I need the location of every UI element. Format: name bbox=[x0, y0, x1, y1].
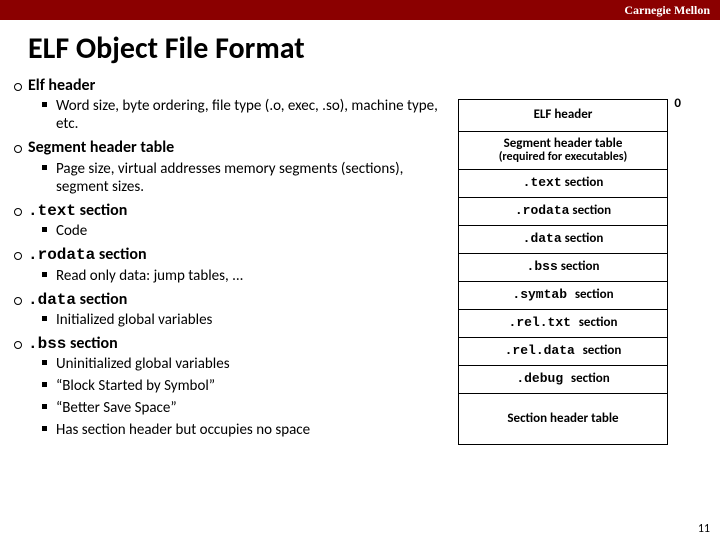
diagram-row: .rel.data section bbox=[459, 338, 667, 366]
diagram-column: 0 ELF header Segment header table(require… bbox=[458, 73, 688, 543]
diagram-row: Section header table bbox=[459, 394, 667, 444]
mono-text: .data bbox=[523, 231, 562, 246]
bullet-l1: .text section bbox=[28, 198, 450, 220]
mono-text: .rel.txt bbox=[509, 315, 579, 330]
mono-text: .bss bbox=[527, 259, 558, 274]
bullet-l2: Code bbox=[28, 220, 450, 242]
diagram-row: .data section bbox=[459, 226, 667, 254]
elf-layout-diagram: 0 ELF headerSegment header table(require… bbox=[458, 99, 668, 445]
mono-text: .data bbox=[28, 291, 76, 309]
bullet-l2: Initialized global variables bbox=[28, 309, 450, 331]
bullet-l2: Uninitialized global variables bbox=[28, 353, 450, 375]
bullet-l1: Segment header table bbox=[28, 135, 450, 157]
university-label: Carnegie Mellon bbox=[624, 3, 710, 18]
bullet-l1: .data section bbox=[28, 287, 450, 309]
diagram-row-sub: (required for executables) bbox=[499, 151, 628, 164]
bullet-l1: Elf header bbox=[28, 73, 450, 95]
diagram-row: .bss section bbox=[459, 254, 667, 282]
mono-text: .text bbox=[28, 202, 76, 220]
diagram-row: .text section bbox=[459, 170, 667, 198]
bullet-l1: .rodata section bbox=[28, 242, 450, 264]
diagram-row: .symtab section bbox=[459, 282, 667, 310]
bullet-l2: Read only data: jump tables, ... bbox=[28, 265, 450, 287]
diagram-row-text: Section header table bbox=[507, 412, 618, 426]
bullet-l1: .bss section bbox=[28, 331, 450, 353]
slide-title: ELF Object File Format bbox=[0, 20, 720, 73]
diagram-row: ELF header bbox=[459, 100, 667, 132]
diagram-row: Segment header table(required for execut… bbox=[459, 132, 667, 170]
bullet-l2: Word size, byte ordering, file type (.o,… bbox=[28, 95, 450, 135]
mono-text: .symtab bbox=[512, 287, 574, 302]
bullet-l2: “Block Started by Symbol” bbox=[28, 375, 450, 397]
diagram-row: .debug section bbox=[459, 366, 667, 394]
mono-text: .rodata bbox=[28, 246, 95, 264]
bullet-column: Elf headerWord size, byte ordering, file… bbox=[28, 73, 458, 543]
content-area: Elf headerWord size, byte ordering, file… bbox=[0, 73, 720, 543]
mono-text: .text bbox=[523, 175, 562, 190]
mono-text: .rodata bbox=[515, 203, 570, 218]
bullet-l2: “Better Save Space” bbox=[28, 397, 450, 419]
mono-text: .bss bbox=[28, 335, 66, 353]
bullet-list: Elf headerWord size, byte ordering, file… bbox=[28, 73, 450, 441]
diagram-row: .rel.txt section bbox=[459, 310, 667, 338]
diagram-row-text: Segment header table bbox=[504, 137, 623, 151]
mono-text: .debug bbox=[516, 371, 571, 386]
diagram-row: .rodata section bbox=[459, 198, 667, 226]
bullet-l2: Has section header but occupies no space bbox=[28, 419, 450, 441]
top-bar: Carnegie Mellon bbox=[0, 0, 720, 20]
diagram-row-text: ELF header bbox=[534, 108, 593, 122]
mono-text: .rel.data bbox=[505, 343, 583, 358]
address-zero-label: 0 bbox=[674, 96, 681, 111]
bullet-l2: Page size, virtual addresses memory segm… bbox=[28, 158, 450, 198]
page-number: 11 bbox=[698, 522, 710, 536]
